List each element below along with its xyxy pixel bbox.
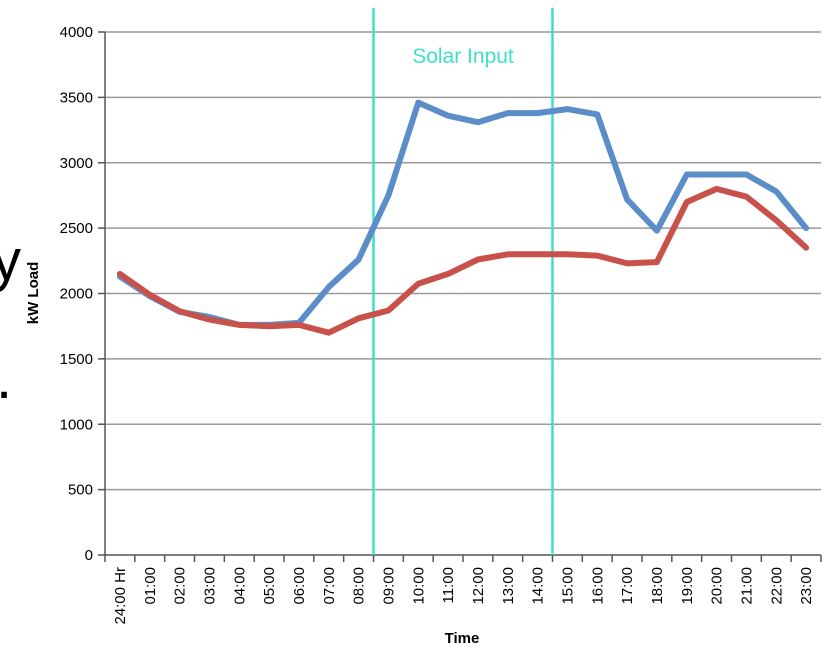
x-tick-label-20: 20:00 xyxy=(709,567,726,605)
x-tick-label-12: 12:00 xyxy=(470,567,487,605)
y-tick-label-0: 0 xyxy=(85,547,93,564)
y-tick-label-2000: 2000 xyxy=(60,286,93,303)
axes xyxy=(98,31,822,562)
x-tick-label-5: 05:00 xyxy=(261,567,278,605)
x-tick-label-4: 04:00 xyxy=(231,567,248,605)
y-tick-label-3000: 3000 xyxy=(60,155,93,172)
x-tick-label-13: 13:00 xyxy=(500,567,517,605)
y-tick-label-1000: 1000 xyxy=(60,416,93,433)
axis-labels: 0 500 1000 1500 2000 2500 3000 3500 4000 24:00 Hr… xyxy=(25,24,815,647)
x-tick-label-23: 23:00 xyxy=(798,567,815,605)
left-edge-period: . xyxy=(0,350,12,408)
x-tick-label-22: 22:00 xyxy=(768,567,785,605)
series-line-0 xyxy=(116,99,810,328)
x-tick-label-21: 21:00 xyxy=(738,567,755,605)
solar-input-annotation: Solar Input xyxy=(372,8,554,555)
grid-lines xyxy=(105,31,821,491)
x-tick-label-10: 10:00 xyxy=(410,567,427,605)
x-tick-label-2: 02:00 xyxy=(172,567,189,605)
x-tick-label-6: 06:00 xyxy=(291,567,308,605)
x-tick-label-1: 01:00 xyxy=(142,567,159,605)
left-edge-letter-y: y xyxy=(0,228,21,293)
x-tick-label-18: 18:00 xyxy=(649,567,666,605)
y-tick-label-4000: 4000 xyxy=(60,24,93,41)
x-tick-label-3: 03:00 xyxy=(201,567,218,605)
x-tick-label-11: 11:00 xyxy=(440,567,457,603)
y-axis-title: kW Load xyxy=(25,262,42,325)
series-line-1 xyxy=(116,185,810,336)
x-tick-label-15: 15:00 xyxy=(559,567,576,605)
x-tick-label-7: 07:00 xyxy=(321,567,338,605)
solar-input-label: Solar Input xyxy=(412,45,514,68)
y-tick-label-1500: 1500 xyxy=(60,351,93,368)
x-axis-title: Time xyxy=(445,630,480,647)
series-lines xyxy=(116,99,810,336)
x-tick-label-16: 16:00 xyxy=(589,567,606,605)
x-tick-label-19: 19:00 xyxy=(679,567,696,605)
x-tick-label-8: 08:00 xyxy=(351,567,368,605)
y-tick-label-500: 500 xyxy=(68,482,93,499)
x-tick-label-0: 24:00 Hr xyxy=(112,567,129,625)
y-tick-label-2500: 2500 xyxy=(60,220,93,237)
x-tick-label-14: 14:00 xyxy=(530,567,547,605)
x-tick-label-9: 09:00 xyxy=(380,567,397,605)
x-tick-label-17: 17:00 xyxy=(619,567,636,605)
y-tick-label-3500: 3500 xyxy=(60,89,93,106)
